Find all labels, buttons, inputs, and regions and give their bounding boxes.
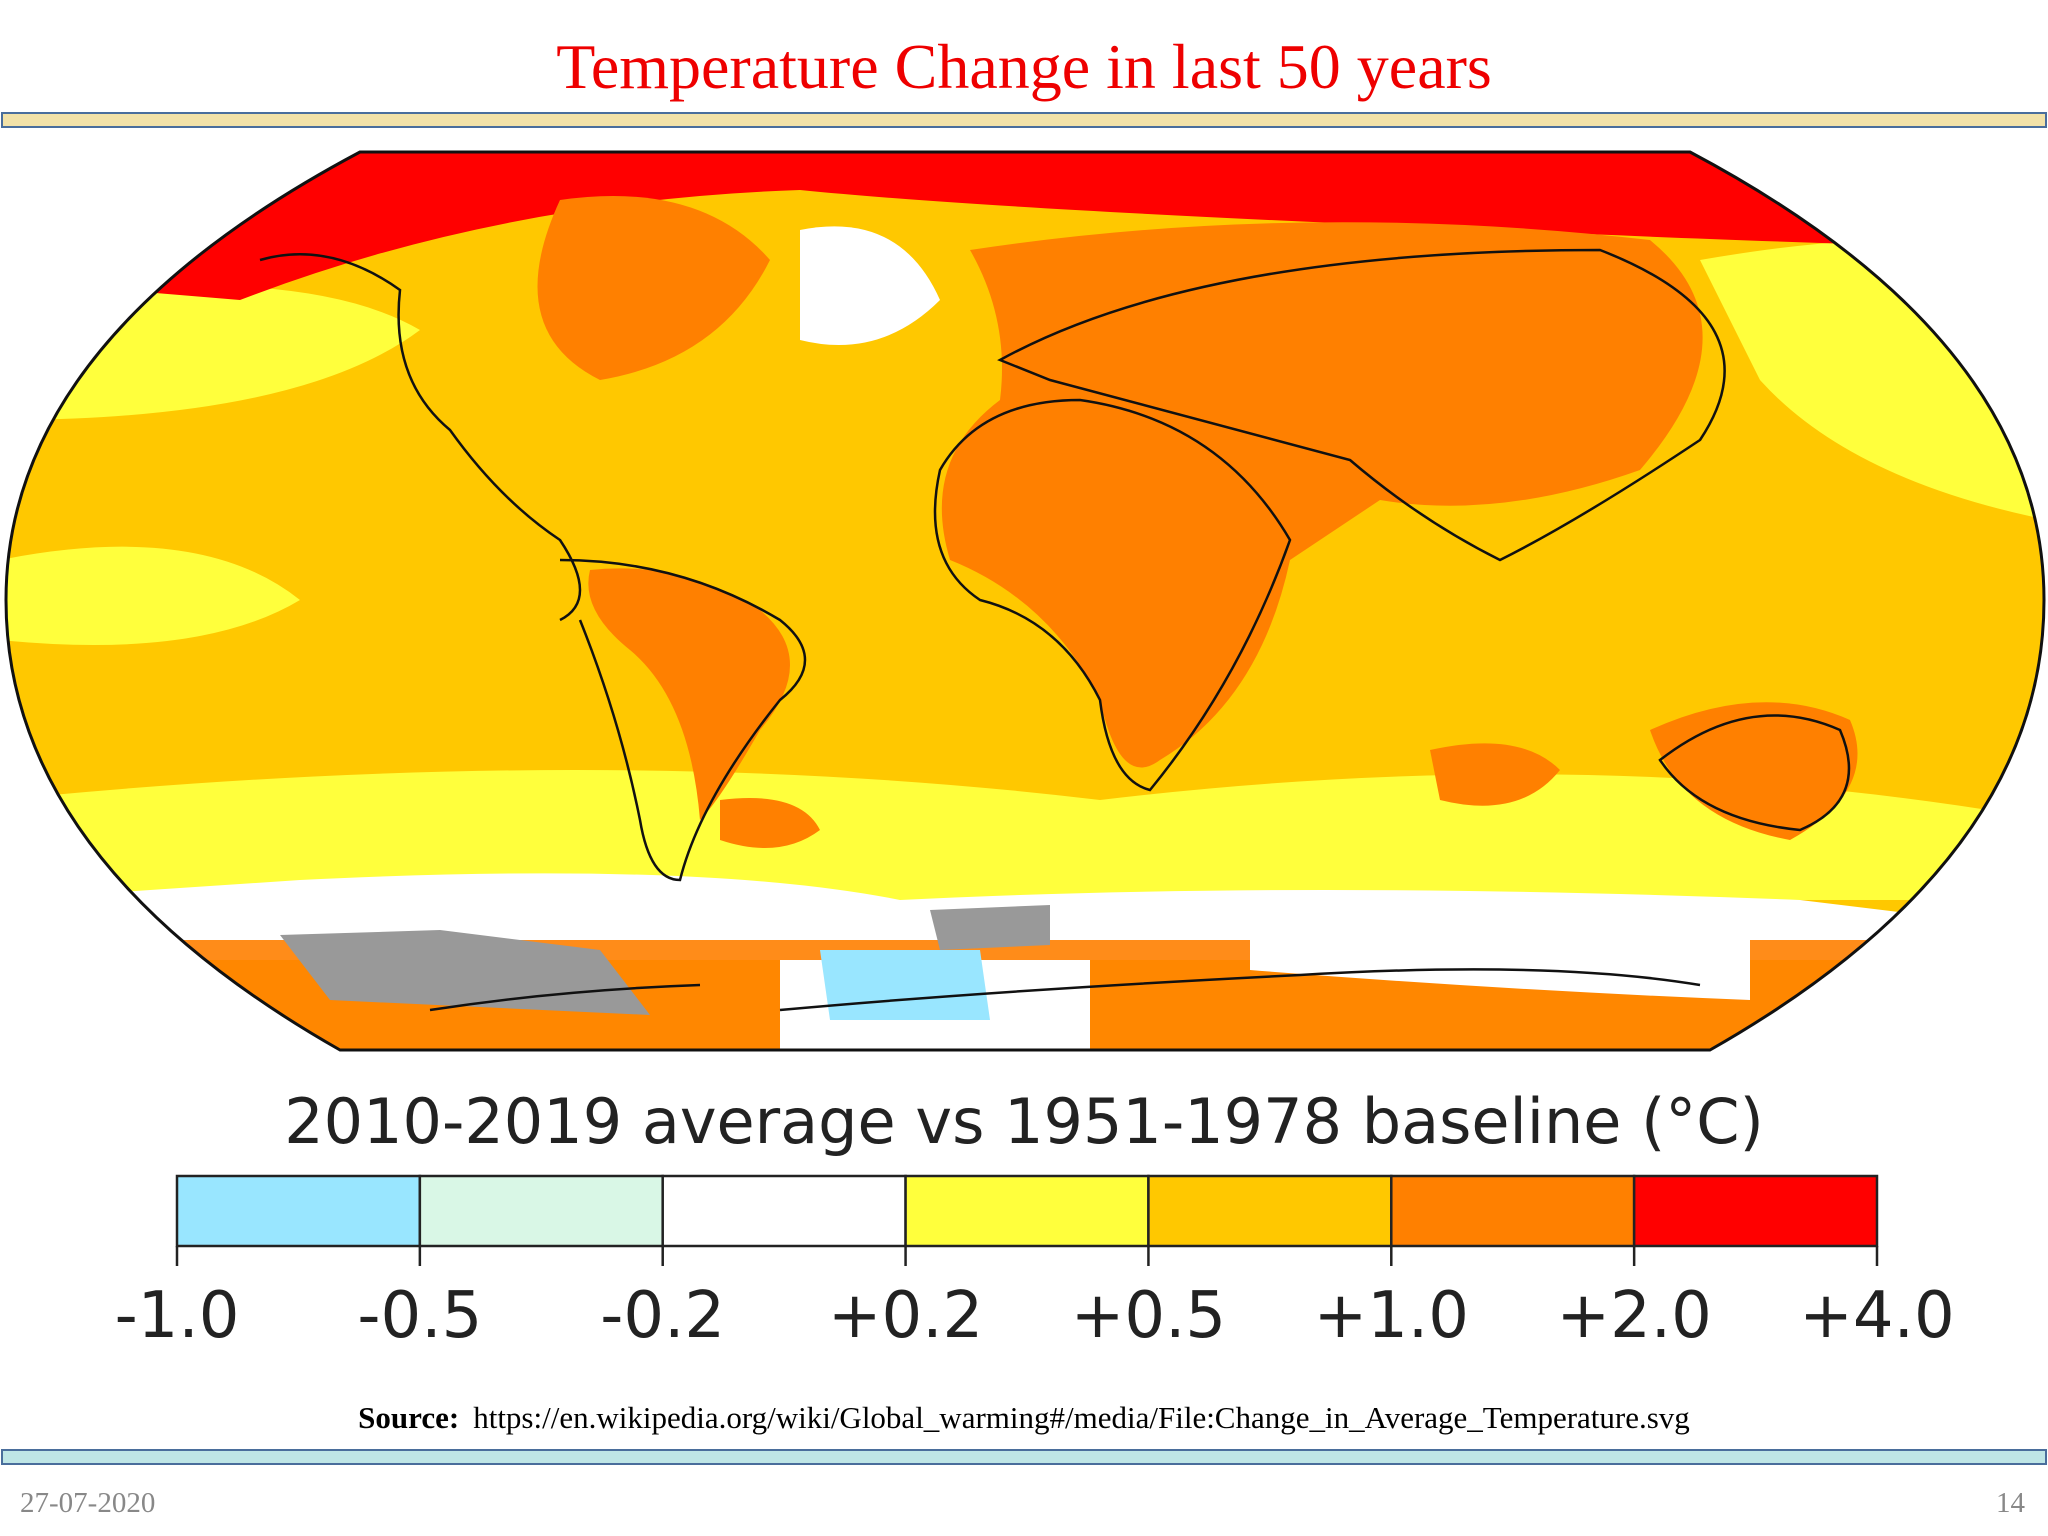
map-outline	[4, 150, 2046, 1052]
legend: -1.0 -0.5 -0.2 +0.2 +0.5 +1.0 +2.0 +4.0	[115, 1174, 1955, 1353]
legend-swatch	[175, 1174, 422, 1248]
legend-swatch	[1632, 1174, 1879, 1248]
legend-tick-label: -0.2	[600, 1279, 725, 1353]
slide-title: Temperature Change in last 50 years	[556, 31, 1492, 102]
legend-tick-label: -0.5	[357, 1279, 482, 1353]
legend-tick-label: +1.0	[1314, 1279, 1469, 1353]
legend-tick-label: +0.5	[1071, 1279, 1226, 1353]
source-label: Source:	[358, 1400, 459, 1435]
bottom-rule	[1, 1449, 2047, 1465]
source-url: https://en.wikipedia.org/wiki/Global_war…	[473, 1400, 1690, 1435]
legend-tick-label: -1.0	[115, 1279, 240, 1353]
legend-title: 2010-2019 average vs 1951-1978 baseline …	[284, 1085, 1764, 1158]
source-line: Source: https://en.wikipedia.org/wiki/Glo…	[358, 1400, 1690, 1435]
page-number: 14	[1996, 1487, 2026, 1519]
temperature-map	[6, 152, 2044, 1050]
legend-tick-label: +2.0	[1556, 1279, 1711, 1353]
legend-tick-label: +4.0	[1799, 1279, 1954, 1353]
top-rule	[1, 112, 2047, 128]
footer-date: 27-07-2020	[20, 1487, 155, 1519]
legend-swatch	[1390, 1174, 1636, 1248]
legend-swatch	[661, 1174, 907, 1248]
legend-swatch	[1147, 1174, 1393, 1248]
legend-swatch	[418, 1174, 664, 1248]
legend-tick-label: +0.2	[828, 1279, 983, 1353]
legend-swatch	[904, 1174, 1150, 1248]
